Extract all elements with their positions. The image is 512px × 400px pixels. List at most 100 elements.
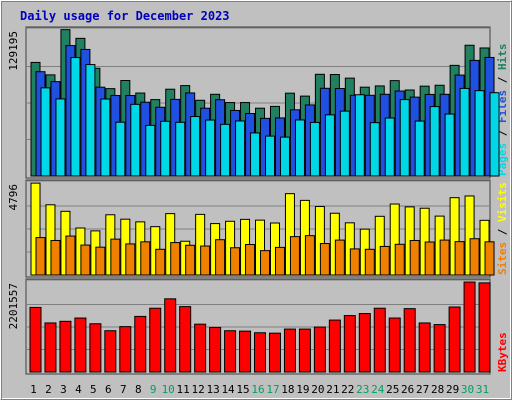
bar-sites-day-2 (50, 239, 61, 276)
bar-sites-day-16 (260, 250, 271, 276)
bar-kbytes-day-13 (209, 326, 222, 373)
day-label-21: 21 (326, 383, 339, 396)
bar-pages-day-16 (265, 135, 276, 177)
bar-visits-day-16 (255, 219, 266, 276)
day-label-3: 3 (60, 383, 67, 396)
day-axis-labels: 1 2 3 4 5 6 7 8 9 10 11 12 13 14 15 16 17 18 19 20 21 22 23 24 2… (30, 383, 489, 396)
bar-pages-day-14 (235, 120, 246, 177)
bar-sites-day-30 (469, 238, 480, 276)
bar-pages-day-24 (384, 117, 395, 177)
bar-pages-day-27 (429, 106, 440, 177)
panel-visits: 4796 Sites / Visits (7, 179, 509, 278)
legend-kbytes: KBytes (496, 332, 509, 372)
bar-kbytes-day-6 (104, 330, 117, 373)
bar-kbytes-day-26 (403, 308, 416, 373)
bar-pages-day-10 (175, 121, 186, 177)
bar-sites-day-14 (230, 247, 241, 276)
day-label-18: 18 (281, 383, 294, 396)
day-label-24: 24 (371, 383, 385, 396)
bar-sites-day-26 (409, 239, 420, 276)
bar-sites-day-11 (185, 244, 196, 276)
bar-pages-day-17 (279, 136, 290, 177)
day-label-8: 8 (135, 383, 142, 396)
day-label-5: 5 (90, 383, 97, 396)
bar-kbytes-day-11 (179, 306, 192, 373)
day-label-1: 1 (30, 383, 37, 396)
bar-sites-day-5 (95, 246, 106, 276)
bar-kbytes-day-4 (74, 317, 87, 373)
y-max-label: 4796 (7, 184, 20, 211)
bar-pages-day-30 (474, 90, 485, 177)
panel-hits: 129195 Pages / Files / Hits (7, 26, 509, 179)
bar-pages-day-22 (354, 94, 365, 177)
bar-sites-day-3 (65, 235, 76, 276)
y-max-label: 129195 (7, 31, 20, 71)
bar-sites-day-21 (334, 239, 345, 276)
bar-kbytes-day-18 (283, 328, 296, 373)
bar-kbytes-day-24 (373, 307, 386, 373)
bar-sites-day-18 (289, 236, 300, 276)
bar-kbytes-day-7 (119, 326, 132, 373)
legend-hits: Hits (496, 44, 509, 71)
bar-kbytes-day-27 (418, 322, 431, 373)
day-label-23: 23 (356, 383, 369, 396)
bar-kbytes-day-28 (433, 324, 446, 373)
bar-pages-day-13 (220, 123, 231, 177)
bar-sites-day-25 (394, 243, 405, 276)
legend-separator: / (496, 222, 509, 242)
day-label-4: 4 (75, 383, 82, 396)
bar-kbytes-day-1 (29, 306, 42, 373)
bar-sites-day-17 (274, 246, 285, 276)
bar-sites-day-23 (364, 248, 375, 276)
bar-kbytes-day-10 (164, 298, 177, 373)
bar-pages-day-12 (205, 119, 216, 177)
day-label-15: 15 (236, 383, 249, 396)
bar-kbytes-day-29 (448, 306, 461, 373)
panel-legend: Pages / Files / Hits (496, 44, 509, 177)
day-label-6: 6 (105, 383, 112, 396)
bar-sites-day-19 (304, 235, 315, 276)
bar-sites-day-1 (35, 237, 46, 276)
legend-text: Sites / Visits (496, 182, 509, 275)
panel-kbytes: 2201557 KBytes (7, 278, 509, 375)
bar-kbytes-day-19 (298, 328, 311, 373)
day-label-17: 17 (266, 383, 279, 396)
bar-sites-day-7 (125, 243, 136, 276)
y-max-label: 2201557 (7, 283, 20, 329)
bar-sites-day-15 (245, 243, 256, 276)
bar-kbytes-day-15 (239, 330, 252, 373)
bar-pages-day-21 (339, 110, 350, 177)
bar-pages-day-15 (250, 132, 261, 177)
day-label-12: 12 (192, 383, 205, 396)
day-label-2: 2 (45, 383, 52, 396)
legend-text: KBytes (496, 332, 509, 372)
day-label-19: 19 (296, 383, 309, 396)
day-label-20: 20 (311, 383, 324, 396)
bar-sites-day-20 (319, 243, 330, 276)
bar-pages-day-6 (115, 121, 126, 177)
bar-kbytes-day-30 (463, 281, 476, 373)
bar-kbytes-day-20 (313, 326, 326, 373)
legend-sites: Sites (496, 242, 509, 275)
bar-sites-day-8 (140, 241, 151, 276)
bar-sites-day-4 (80, 244, 91, 276)
bar-sites-day-22 (349, 248, 360, 276)
day-label-7: 7 (120, 383, 127, 396)
bar-pages-day-23 (369, 122, 380, 177)
bar-pages-day-20 (324, 114, 335, 177)
bar-sites-day-27 (424, 241, 435, 276)
day-label-11: 11 (177, 383, 190, 396)
bar-pages-day-29 (459, 87, 470, 177)
bar-sites-day-31 (484, 241, 495, 276)
day-label-25: 25 (386, 383, 399, 396)
bar-kbytes-day-9 (149, 307, 162, 373)
day-label-30: 30 (461, 383, 474, 396)
bar-sites-day-13 (215, 239, 226, 276)
bar-kbytes-day-22 (343, 315, 356, 373)
series-sites (35, 235, 495, 276)
bar-kbytes-day-14 (224, 330, 237, 373)
bar-kbytes-day-3 (59, 320, 72, 373)
bar-sites-day-12 (200, 245, 211, 276)
